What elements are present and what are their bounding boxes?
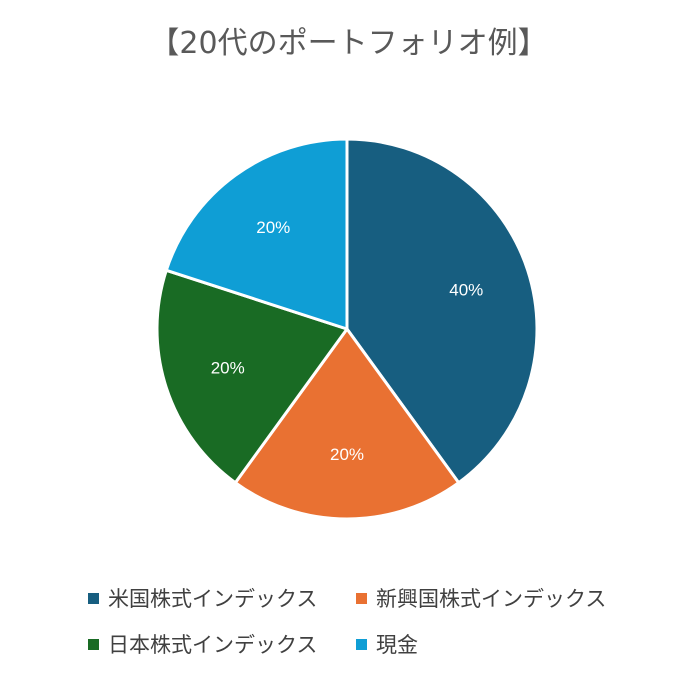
legend-swatch-emerging-equity: [356, 592, 367, 604]
legend: 米国株式インデックス 新興国株式インデックス 日本株式インデックス 現金: [88, 583, 648, 659]
legend-swatch-us-equity: [88, 592, 99, 604]
legend-item-us-equity: 米国株式インデックス: [88, 583, 356, 613]
data-label-emerging-equity: 20%: [330, 445, 364, 464]
legend-item-emerging-equity: 新興国株式インデックス: [356, 583, 646, 613]
pie-slice-japan-equity: [155, 268, 349, 485]
data-label-japan-equity: 20%: [211, 358, 245, 377]
legend-swatch-japan-equity: [88, 638, 99, 650]
legend-label: 日本株式インデックス: [108, 633, 318, 657]
pie-slice-cash: [164, 137, 349, 331]
data-label-cash: 20%: [256, 218, 290, 237]
legend-swatch-cash: [356, 638, 367, 650]
legend-item-cash: 現金: [356, 629, 646, 659]
legend-label: 現金: [376, 633, 418, 657]
pie-slice-us-equity: [345, 137, 539, 485]
data-label-us-equity: 40%: [449, 281, 483, 300]
pie-slices: [155, 137, 539, 521]
legend-label: 新興国株式インデックス: [376, 587, 607, 611]
chart-title: 【20代のポートフォリオ例】: [149, 26, 548, 61]
pie-data-labels: 40% 20% 20% 20%: [211, 218, 484, 464]
legend-label: 米国株式インデックス: [108, 587, 318, 611]
pie-slice-emerging-equity: [233, 327, 461, 521]
legend-item-japan-equity: 日本株式インデックス: [88, 629, 356, 659]
